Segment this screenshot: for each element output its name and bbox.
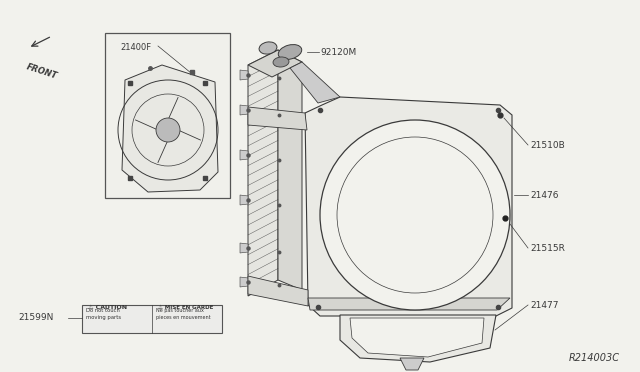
Polygon shape xyxy=(340,315,496,362)
Text: ⚠ MISE EN GARDE: ⚠ MISE EN GARDE xyxy=(158,305,213,310)
Polygon shape xyxy=(240,195,248,205)
Polygon shape xyxy=(240,105,248,115)
Polygon shape xyxy=(122,65,218,192)
Ellipse shape xyxy=(278,45,301,60)
Polygon shape xyxy=(308,298,510,310)
Text: 21515R: 21515R xyxy=(530,244,565,253)
Polygon shape xyxy=(305,97,512,316)
Text: ⚠ CAUTION: ⚠ CAUTION xyxy=(88,305,127,310)
Polygon shape xyxy=(240,70,248,80)
Bar xyxy=(105,33,230,198)
Polygon shape xyxy=(248,50,278,296)
Polygon shape xyxy=(240,277,248,287)
Ellipse shape xyxy=(259,42,277,54)
Polygon shape xyxy=(278,50,302,290)
Ellipse shape xyxy=(273,57,289,67)
Polygon shape xyxy=(350,318,484,357)
Circle shape xyxy=(156,118,180,142)
Text: 21599N: 21599N xyxy=(18,314,53,323)
Text: Do not touch
moving parts: Do not touch moving parts xyxy=(86,308,121,320)
Text: 92120M: 92120M xyxy=(320,48,356,57)
Text: 21400F: 21400F xyxy=(120,43,151,52)
Polygon shape xyxy=(240,243,248,253)
Text: R214003C: R214003C xyxy=(569,353,620,363)
Text: 21510B: 21510B xyxy=(530,141,564,150)
Text: 21476: 21476 xyxy=(530,190,559,199)
Text: Ne pas toucher aux
pieces en mouvement: Ne pas toucher aux pieces en mouvement xyxy=(156,308,211,320)
Polygon shape xyxy=(248,276,308,306)
Polygon shape xyxy=(248,50,302,77)
Polygon shape xyxy=(248,107,307,130)
Text: 21477: 21477 xyxy=(530,301,559,310)
Polygon shape xyxy=(290,62,340,103)
Text: FRONT: FRONT xyxy=(26,62,59,80)
Polygon shape xyxy=(240,150,248,160)
Circle shape xyxy=(320,120,510,310)
Bar xyxy=(82,305,222,333)
Polygon shape xyxy=(400,358,424,370)
